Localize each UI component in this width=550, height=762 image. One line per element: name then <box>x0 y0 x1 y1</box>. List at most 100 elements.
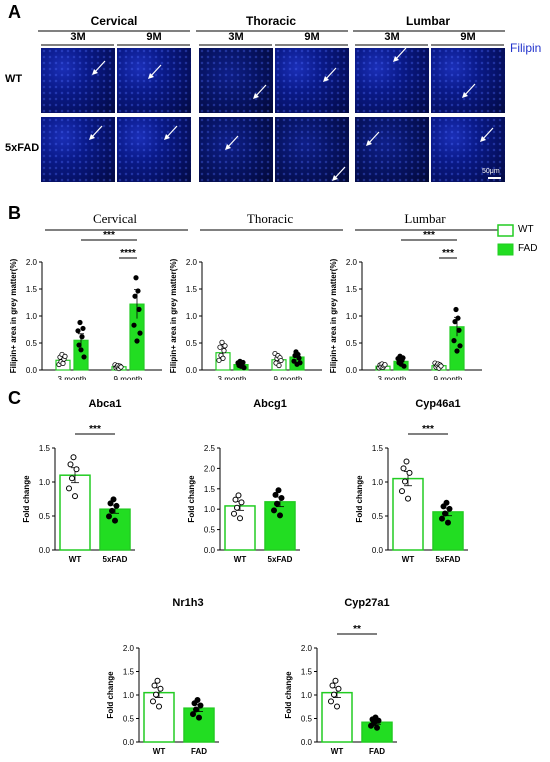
data-point <box>400 355 406 361</box>
data-point <box>137 330 143 336</box>
micrograph-wt-thoracic-9m <box>275 48 349 113</box>
bar <box>99 508 131 551</box>
chart-title-abca1: Abca1 <box>88 398 122 410</box>
chart-title-abcg1: Abcg1 <box>253 398 287 410</box>
legend-swatch-wt <box>497 224 514 237</box>
significance-label: **** <box>120 248 136 259</box>
y-tick-label: 2.0 <box>123 644 135 653</box>
data-point <box>216 357 222 363</box>
chart-title-thoracic: Thoracic <box>246 211 294 226</box>
data-point <box>442 510 448 517</box>
y-axis-label: Fold change <box>106 671 115 719</box>
data-point <box>194 697 201 704</box>
data-point <box>328 698 334 705</box>
legend-label-wt: WT <box>518 224 534 235</box>
y-tick-label: 0.5 <box>204 526 216 535</box>
data-point <box>272 491 279 498</box>
bar <box>224 505 256 551</box>
y-tick-label: 1.0 <box>204 505 216 514</box>
data-point <box>80 325 86 332</box>
data-point <box>275 487 282 494</box>
data-point <box>62 353 68 359</box>
micrograph-5xfad-cervical-9m <box>117 117 191 182</box>
data-point <box>112 517 118 524</box>
y-tick-label: 2.0 <box>301 644 313 653</box>
data-point <box>76 342 82 348</box>
y-tick-label: 2.0 <box>186 258 198 267</box>
region-title-lumbar: Lumbar <box>405 14 450 28</box>
y-axis-label: Fold change <box>22 475 31 523</box>
x-tick-label: 3 month <box>218 375 247 380</box>
y-tick-label: 1.0 <box>346 312 358 321</box>
data-point <box>77 319 83 326</box>
y-axis-label: Filipin+ area in grey matter(%) <box>9 258 18 373</box>
y-tick-label: 1.5 <box>26 285 38 294</box>
y-tick-label: 2.0 <box>26 258 38 267</box>
x-tick-label: WT <box>153 747 166 756</box>
bar <box>143 691 175 743</box>
y-tick-label: 0.5 <box>186 339 198 348</box>
bar <box>264 501 296 551</box>
y-tick-label: 0.0 <box>26 366 38 375</box>
data-point <box>274 500 280 507</box>
data-point <box>402 478 408 485</box>
y-tick-label: 0.0 <box>301 738 313 747</box>
significance-label: *** <box>422 424 434 435</box>
data-point <box>156 703 162 710</box>
y-axis-label: Filipin+ area in grey matter(%) <box>169 258 178 373</box>
data-point <box>110 496 117 503</box>
data-point <box>154 677 161 684</box>
data-point <box>81 354 87 360</box>
x-tick-label: WT <box>234 555 247 564</box>
chart-title-lumbar: Lumbar <box>404 211 446 226</box>
stain-label: Filipin <box>510 41 542 55</box>
data-point <box>75 328 81 334</box>
y-tick-label: 1.5 <box>301 668 313 677</box>
y-axis-label: Filipin+ area in grey matter(%) <box>329 258 338 373</box>
y-axis-label: Fold change <box>355 475 364 523</box>
y-tick-label: 0.5 <box>123 715 135 724</box>
y-tick-label: 0.0 <box>204 546 216 555</box>
micrograph-wt-thoracic-3m <box>199 48 273 113</box>
data-point <box>60 360 66 366</box>
significance-label: ** <box>353 624 361 635</box>
chart-nr1h3: 0.0 0.5 1.0 1.5 2.0 Fold change WT FAD <box>106 644 219 756</box>
chart-cyp27a1: 0.0 0.5 1.0 1.5 2.0 Fold change WT FAD ** <box>284 624 397 756</box>
data-point <box>240 359 246 366</box>
y-tick-label: 1.0 <box>186 312 198 321</box>
y-tick-label: 1.5 <box>123 668 135 677</box>
micrograph-wt-cervical-9m <box>117 48 191 113</box>
data-point <box>399 488 405 495</box>
data-point <box>296 355 302 361</box>
data-point <box>136 306 142 312</box>
timepoint-lumbar-3m: 3M <box>384 31 400 43</box>
data-point <box>452 319 458 325</box>
panel-a-lines <box>38 30 505 46</box>
x-tick-label: WT <box>402 555 415 564</box>
data-point <box>446 505 453 512</box>
significance-label: *** <box>89 424 101 435</box>
data-point <box>405 495 411 502</box>
x-tick-label: 9 month <box>274 375 303 380</box>
data-point <box>277 512 283 519</box>
y-tick-label: 1.5 <box>39 444 51 453</box>
y-tick-label: 2.5 <box>204 444 216 453</box>
y-tick-label: 2.0 <box>346 258 358 267</box>
micrograph-wt-cervical-3m <box>41 48 115 113</box>
bar <box>392 477 424 551</box>
data-point <box>241 365 247 371</box>
data-point <box>67 461 74 468</box>
data-point <box>278 357 284 364</box>
significance-label: *** <box>103 230 115 241</box>
y-axis-label: Fold change <box>187 475 196 523</box>
timepoint-lumbar-9m: 9M <box>460 31 476 43</box>
data-point <box>331 691 337 698</box>
legend-label-fad: FAD <box>518 243 538 254</box>
data-point <box>456 327 462 333</box>
chart-title-nr1h3: Nr1h3 <box>172 597 204 609</box>
micrograph-5xfad-thoracic-9m <box>275 117 349 182</box>
x-tick-label: 3 month <box>58 375 87 380</box>
significance-label: *** <box>442 248 454 259</box>
data-point <box>132 293 138 299</box>
x-tick-label: FAD <box>369 747 385 756</box>
